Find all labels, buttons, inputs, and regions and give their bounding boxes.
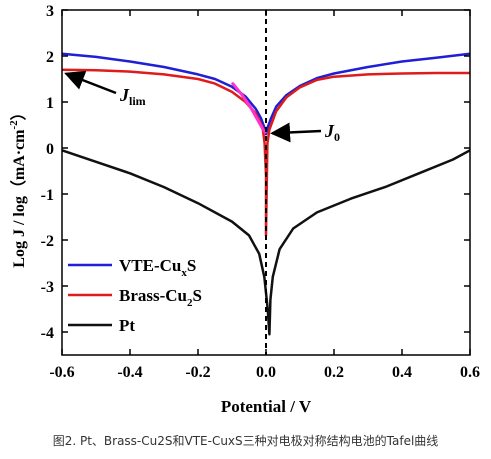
y-tick-label: -4 — [41, 325, 54, 342]
tafel-chart: -0.6 -0.4 -0.2 0.0 0.2 0.4 0.6 3 2 1 0 -1 -2 -3 -4 Po… — [8, 3, 480, 416]
legend-item-pt: Pt — [68, 316, 135, 335]
legend-item-brass: Brass-Cu2S — [68, 286, 202, 309]
x-tick-label: -0.4 — [117, 364, 142, 381]
j0-label: J0 — [324, 121, 340, 144]
x-tick-label: -0.6 — [49, 364, 74, 381]
legend-label-vte: VTE-CuxS — [119, 256, 196, 279]
legend-label-vte-sub: x — [181, 267, 187, 279]
series-layer — [61, 52, 471, 336]
x-tick-label: 0.6 — [460, 364, 480, 381]
x-tick-label: -0.2 — [185, 364, 210, 381]
y-tick-label: -3 — [41, 279, 54, 296]
series-line-brass-cu2s — [61, 68, 470, 237]
j0-label-main: J — [324, 121, 335, 141]
y-tick-label: -1 — [41, 187, 54, 204]
j0-arrow — [270, 122, 322, 143]
x-tick-label: 0.2 — [324, 364, 344, 381]
jlim-label-sub: lim — [129, 94, 146, 108]
series-line-pt — [61, 149, 471, 336]
j0-label-sub: 0 — [334, 130, 340, 144]
y-axis-ticks: 3 2 1 0 -1 -2 -3 -4 — [41, 3, 470, 342]
y-tick-label: -2 — [41, 233, 54, 250]
y-tick-label: 3 — [46, 3, 54, 20]
series-line-vte-cuxs — [61, 52, 471, 136]
legend-label-vte-tail: S — [187, 256, 196, 275]
legend-label-pt: Pt — [119, 316, 135, 335]
figure-caption: 图2. Pt、Brass-Cu2S和VTE-CuxS三种对电极对称结构电池的Ta… — [52, 434, 439, 448]
jlim-annotation: Jlim — [64, 70, 146, 108]
jlim-label: Jlim — [119, 85, 146, 108]
jlim-arrow — [64, 70, 117, 95]
legend-label-pt-base: Pt — [119, 316, 135, 335]
x-axis-title: Potential / V — [221, 397, 312, 416]
y-axis-title-superscript: -2 — [8, 120, 20, 130]
series-line-fit — [230, 81, 268, 135]
legend-label-vte-base: VTE-Cu — [119, 256, 181, 275]
x-tick-label: 0.4 — [392, 364, 412, 381]
legend-label-brass-tail: S — [193, 286, 202, 305]
jlim-label-main: J — [119, 85, 130, 105]
x-tick-label: 0.0 — [256, 364, 276, 381]
legend-item-vte: VTE-CuxS — [68, 256, 196, 279]
legend-label-brass-base: Brass-Cu — [119, 286, 187, 305]
y-tick-label: 0 — [46, 141, 54, 158]
y-axis-title: Log J / log（mA·cm-2） — [8, 104, 28, 267]
y-axis-title-main: Log J / log（mA·cm — [10, 129, 28, 268]
legend: VTE-CuxS Brass-Cu2S Pt — [68, 256, 202, 335]
y-tick-label: 1 — [46, 95, 54, 112]
y-tick-label: 2 — [46, 49, 54, 66]
legend-label-brass: Brass-Cu2S — [119, 286, 202, 309]
legend-label-brass-sub: 2 — [187, 297, 193, 309]
j0-annotation: J0 — [270, 121, 340, 144]
x-axis-ticks: -0.6 -0.4 -0.2 0.0 0.2 0.4 0.6 — [49, 10, 480, 381]
y-axis-title-close: ） — [10, 104, 28, 120]
